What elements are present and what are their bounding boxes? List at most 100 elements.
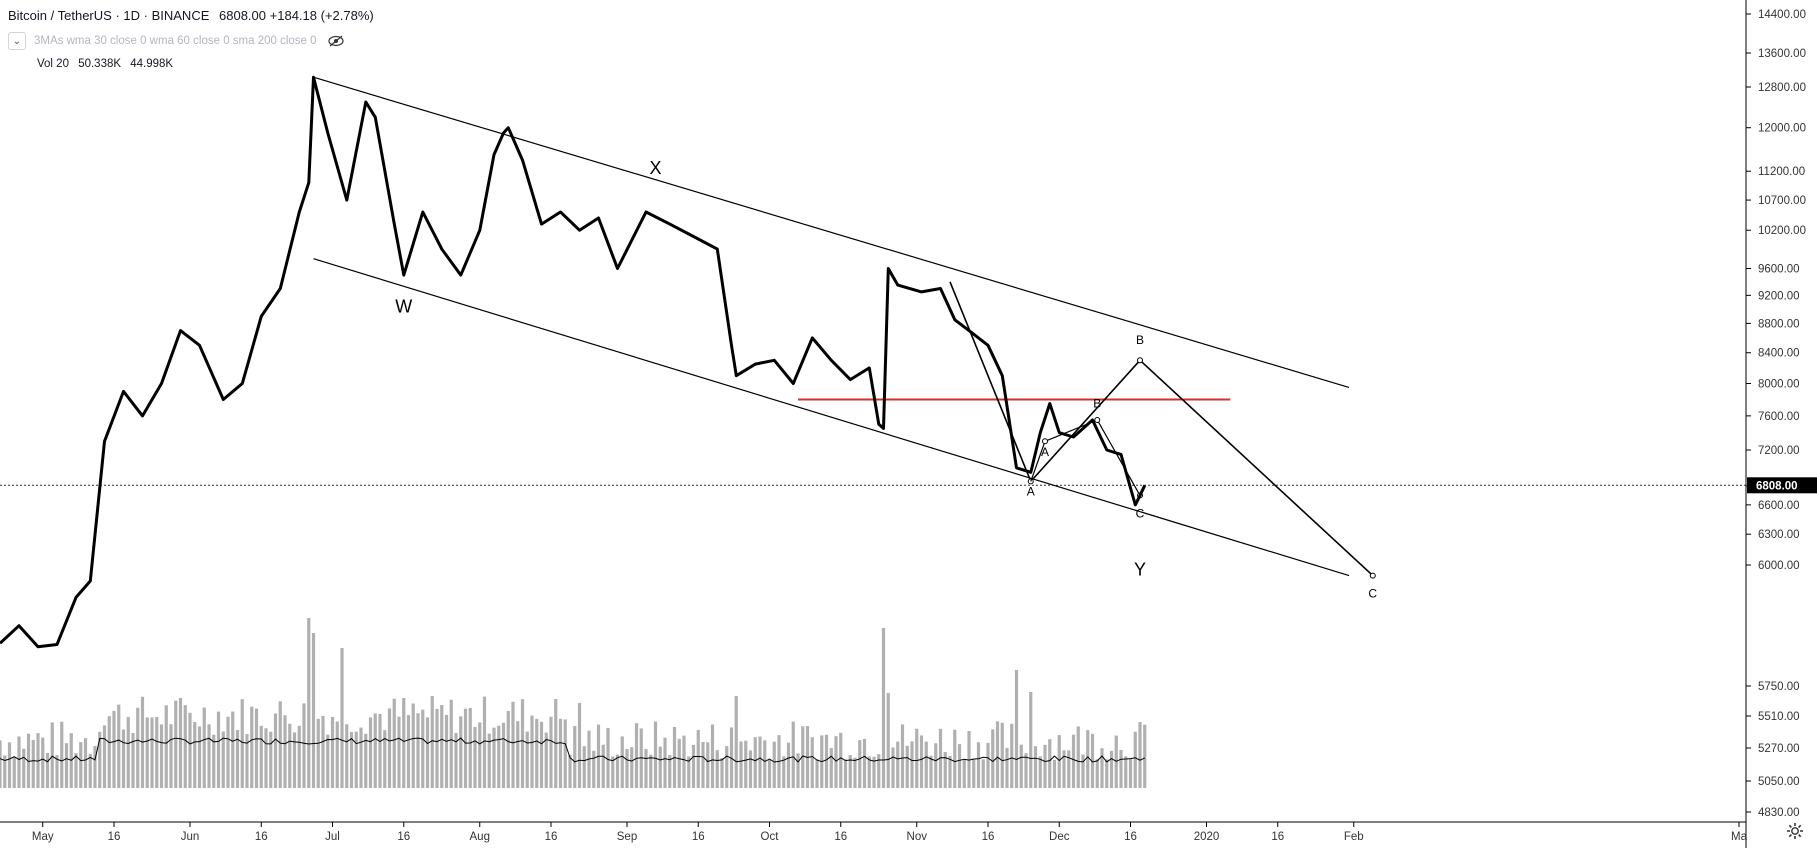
volume-bar <box>615 754 620 788</box>
volume-bar <box>50 722 54 788</box>
volume-ma-line <box>0 737 1146 763</box>
time-tick-label: Dec <box>1049 831 1070 843</box>
volume-bar <box>725 746 729 788</box>
volume-bar <box>1019 744 1023 788</box>
time-tick-label: Nov <box>907 831 928 843</box>
volume-bar <box>663 737 667 788</box>
time-tick-label: May <box>32 831 54 843</box>
volume-bar <box>729 727 734 788</box>
time-tick-label: Oct <box>761 831 780 843</box>
price-tick-label: 8000.00 <box>1758 379 1800 391</box>
trend-lines <box>313 76 1376 579</box>
volume-bar <box>929 755 933 788</box>
wave-label-W: W <box>395 297 412 317</box>
volume-bar <box>402 698 406 788</box>
volume-bar <box>815 759 819 788</box>
volume-bar <box>558 718 563 788</box>
wave-point <box>1042 438 1048 445</box>
volume-bar <box>872 756 876 788</box>
price-tick-label: 10200.00 <box>1758 225 1806 237</box>
volume-bar <box>183 705 187 788</box>
volume-bar <box>60 721 64 788</box>
time-tick-label: 16 <box>397 831 410 843</box>
volume-bar <box>487 733 491 788</box>
volume-bar <box>102 725 107 788</box>
volume-bar <box>31 740 35 788</box>
volume-legend: Vol 20 50.338K 44.998K <box>37 58 173 70</box>
volume-bar <box>359 727 363 788</box>
volume-bar <box>354 731 358 788</box>
time-tick-label: 16 <box>692 831 705 843</box>
volume-bar <box>782 756 786 788</box>
volume-bar <box>606 727 610 788</box>
last-price-tag-label: 6808.00 <box>1756 480 1798 492</box>
volume-bar <box>302 703 306 788</box>
volume-bar <box>862 738 867 788</box>
volume-bar <box>900 724 905 788</box>
volume-bar <box>696 729 700 788</box>
volume-bar <box>710 724 715 788</box>
wave-label-B: B <box>1093 397 1101 411</box>
price-tick-label: 5270.00 <box>1758 743 1800 755</box>
time-tick-label: Feb <box>1344 831 1364 843</box>
volume-bar <box>1014 670 1019 788</box>
volume-bar <box>1033 746 1038 788</box>
interval: 1D <box>123 8 141 23</box>
volume-bar <box>449 699 453 788</box>
volume-bar <box>653 721 658 788</box>
volume-bar <box>335 721 339 788</box>
volume-bar <box>720 757 724 788</box>
volume-bar <box>463 708 468 788</box>
time-tick-label: 16 <box>255 831 268 843</box>
volume-bar <box>1143 724 1147 788</box>
ma-label: 3MAs wma 30 close 0 wma 60 close 0 sma 2… <box>34 35 317 47</box>
volume-bar <box>264 728 268 788</box>
price-tick-label: 5750.00 <box>1758 681 1800 693</box>
volume-bar <box>197 726 202 788</box>
volume-bar <box>283 715 287 788</box>
time-axis: May 16 Jun 16 Jul 16 Aug 16 Sep 16 Oct 16 Nov 16 Dec 16… <box>0 821 1748 843</box>
volume-bar <box>193 722 197 788</box>
price-tick-label: 11200.00 <box>1758 166 1805 178</box>
gear-icon[interactable] <box>1785 821 1805 841</box>
volume-bar <box>1024 753 1028 788</box>
volume-bar <box>1081 754 1085 788</box>
symbol-name[interactable]: Bitcoin / TetherUS <box>8 8 112 23</box>
volume-bar <box>297 725 301 788</box>
volume-bars <box>0 618 1147 788</box>
big-abc <box>949 281 1374 577</box>
chevron-down-icon[interactable]: ⌄ <box>8 32 26 50</box>
volume-bar <box>1119 749 1123 788</box>
volume-bar <box>41 737 45 788</box>
volume-bar <box>535 718 539 788</box>
volume-bar <box>88 753 92 788</box>
volume-bar <box>292 732 297 788</box>
volume-bar <box>278 701 282 788</box>
volume-bar <box>967 731 971 788</box>
volume-bar <box>682 735 686 788</box>
volume-bar <box>715 750 719 788</box>
volume-bar <box>202 707 206 788</box>
volume-bar <box>311 633 316 788</box>
volume-bar <box>943 751 947 788</box>
volume-bar <box>259 725 263 788</box>
wave-label-Y: Y <box>1134 560 1146 580</box>
eye-off-icon[interactable] <box>325 32 347 50</box>
volume-bar <box>668 755 672 788</box>
volume-bar <box>316 718 320 788</box>
volume-value: 50.338K <box>78 58 122 70</box>
volume-bar <box>178 697 183 788</box>
volume-bar <box>858 740 862 788</box>
volume-bar <box>364 733 368 788</box>
volume-bar <box>991 729 995 788</box>
price-tick-label: 6300.00 <box>1758 529 1800 541</box>
volume-bar <box>644 748 648 788</box>
volume-bar <box>867 756 871 788</box>
volume-bar <box>658 746 662 788</box>
volume-bar <box>221 731 225 788</box>
volume-bar <box>330 716 335 788</box>
volume-bar <box>786 742 791 788</box>
volume-bar <box>45 752 50 788</box>
volume-bar <box>976 742 981 788</box>
